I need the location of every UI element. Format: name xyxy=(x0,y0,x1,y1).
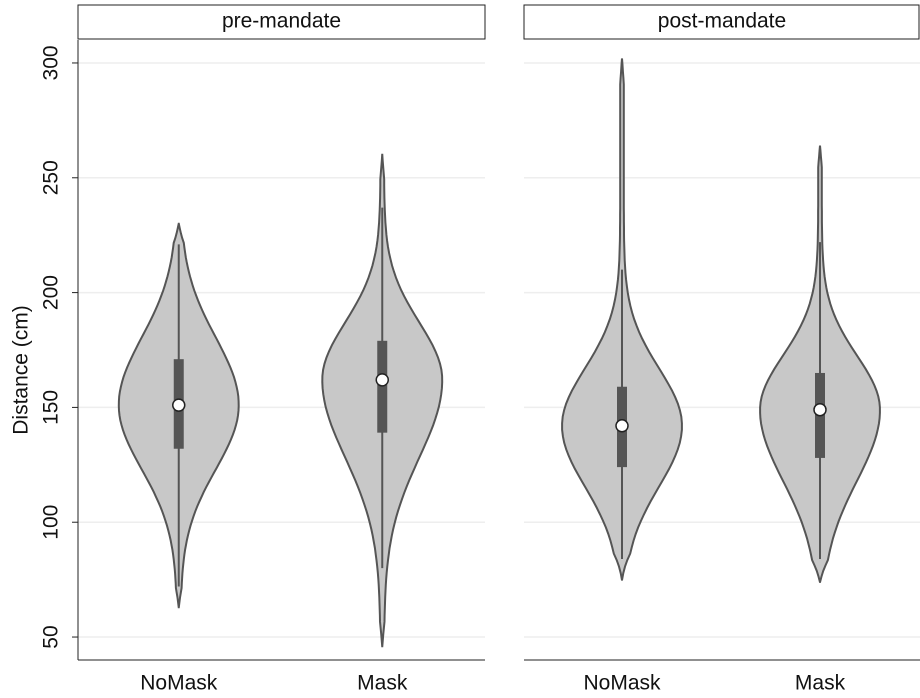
median xyxy=(375,373,389,387)
strip xyxy=(77,4,486,40)
y-axis-label: Distance (cm) xyxy=(10,305,33,435)
x-tick-label: NoMask xyxy=(140,672,218,695)
x-tick-label: Mask xyxy=(357,672,408,695)
y-tick-label: 100 xyxy=(40,505,63,540)
median xyxy=(172,398,186,412)
x-tick-label: NoMask xyxy=(583,672,661,695)
y-tick-label: 200 xyxy=(40,275,63,310)
y-tick-label: 300 xyxy=(40,45,63,80)
y-tick-label: 150 xyxy=(40,390,63,425)
y-tick-label: 250 xyxy=(40,160,63,195)
strip xyxy=(523,4,920,40)
x-tick-label: Mask xyxy=(795,672,846,695)
y-tick-label: 50 xyxy=(40,625,63,648)
median xyxy=(615,419,629,433)
box xyxy=(377,340,388,433)
panel-title: post-mandate xyxy=(658,10,786,33)
median xyxy=(813,402,827,417)
panel-title: pre-mandate xyxy=(222,10,341,33)
